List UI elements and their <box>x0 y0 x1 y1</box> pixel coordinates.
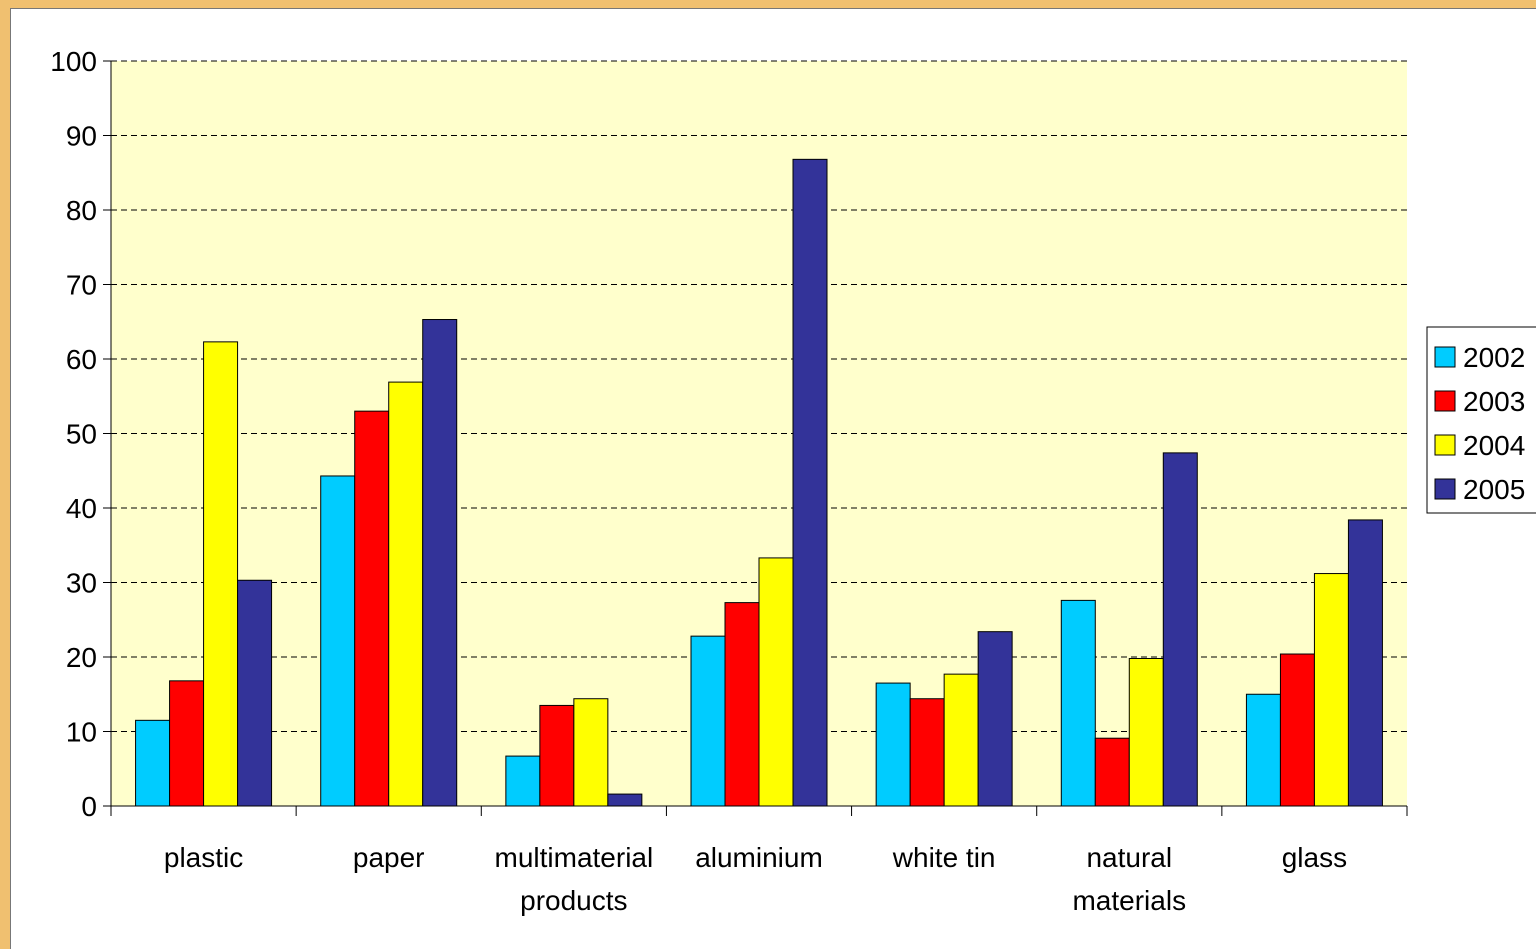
y-tick-label: 70 <box>66 270 97 301</box>
bar-2004 <box>1128 657 1164 807</box>
category-label: multimaterial <box>495 842 654 873</box>
bar-2004 <box>388 381 424 807</box>
legend-label-2005: 2005 <box>1463 474 1525 505</box>
bar-2005 <box>1347 519 1383 807</box>
category-label: aluminium <box>695 842 823 873</box>
y-tick-label: 40 <box>66 493 97 524</box>
y-tick-label: 10 <box>66 717 97 748</box>
legend-label-2002: 2002 <box>1463 342 1525 373</box>
bar-2003 <box>169 680 205 807</box>
bar-2005 <box>422 319 458 807</box>
bar-2002 <box>135 719 171 807</box>
bar-2004 <box>203 341 239 807</box>
bar-2003 <box>1279 653 1315 807</box>
category-label: materials <box>1072 885 1186 916</box>
category-label: products <box>520 885 627 916</box>
y-tick-label: 80 <box>66 195 97 226</box>
bar-2002 <box>875 682 911 807</box>
category-label: white tin <box>892 842 996 873</box>
bar-2003 <box>354 410 390 807</box>
bar-2002 <box>505 755 541 807</box>
y-tick-label: 100 <box>50 46 97 77</box>
y-tick-label: 90 <box>66 121 97 152</box>
bar-2004 <box>1313 573 1349 807</box>
legend: 2002 2003 2004 2005 <box>1426 326 1536 514</box>
bar-2005 <box>977 631 1013 807</box>
bar-2002 <box>320 475 356 807</box>
legend-swatch-2004 <box>1434 434 1456 456</box>
y-tick-label: 50 <box>66 419 97 450</box>
bar-chart: 0 10 20 30 40 50 60 70 80 90 100 plastic paper multi… <box>50 46 1536 916</box>
bar-2005 <box>1162 452 1198 807</box>
bar-2002 <box>690 635 726 807</box>
legend-swatch-2005 <box>1434 478 1456 500</box>
bar-2005 <box>792 158 828 807</box>
bar-2003 <box>724 602 760 807</box>
bar-2003 <box>539 704 575 807</box>
bars <box>135 158 1383 807</box>
bar-2005 <box>237 579 273 807</box>
category-label: paper <box>353 842 425 873</box>
y-axis-ticks: 0 10 20 30 40 50 60 70 80 90 100 <box>50 46 111 822</box>
y-tick-label: 0 <box>81 791 97 822</box>
bar-2004 <box>758 557 794 807</box>
legend-swatch-2003 <box>1434 390 1456 412</box>
legend-label-2003: 2003 <box>1463 386 1525 417</box>
y-tick-label: 30 <box>66 568 97 599</box>
y-tick-label: 60 <box>66 344 97 375</box>
bar-2004 <box>573 698 609 807</box>
chart-frame: 0 10 20 30 40 50 60 70 80 90 100 plastic paper multi… <box>10 8 1536 949</box>
category-label: glass <box>1282 842 1347 873</box>
bar-2005 <box>607 793 643 807</box>
legend-label-2004: 2004 <box>1463 430 1525 461</box>
bar-2003 <box>1094 737 1130 807</box>
y-tick-label: 20 <box>66 642 97 673</box>
bar-2002 <box>1060 599 1096 807</box>
legend-swatch-2002 <box>1434 346 1456 368</box>
x-axis-labels: plastic paper multimaterial products alumini… <box>164 842 1347 916</box>
bar-2004 <box>943 673 979 807</box>
bar-2002 <box>1245 693 1281 807</box>
bar-2003 <box>909 698 945 807</box>
category-label: natural <box>1086 842 1172 873</box>
category-label: plastic <box>164 842 243 873</box>
